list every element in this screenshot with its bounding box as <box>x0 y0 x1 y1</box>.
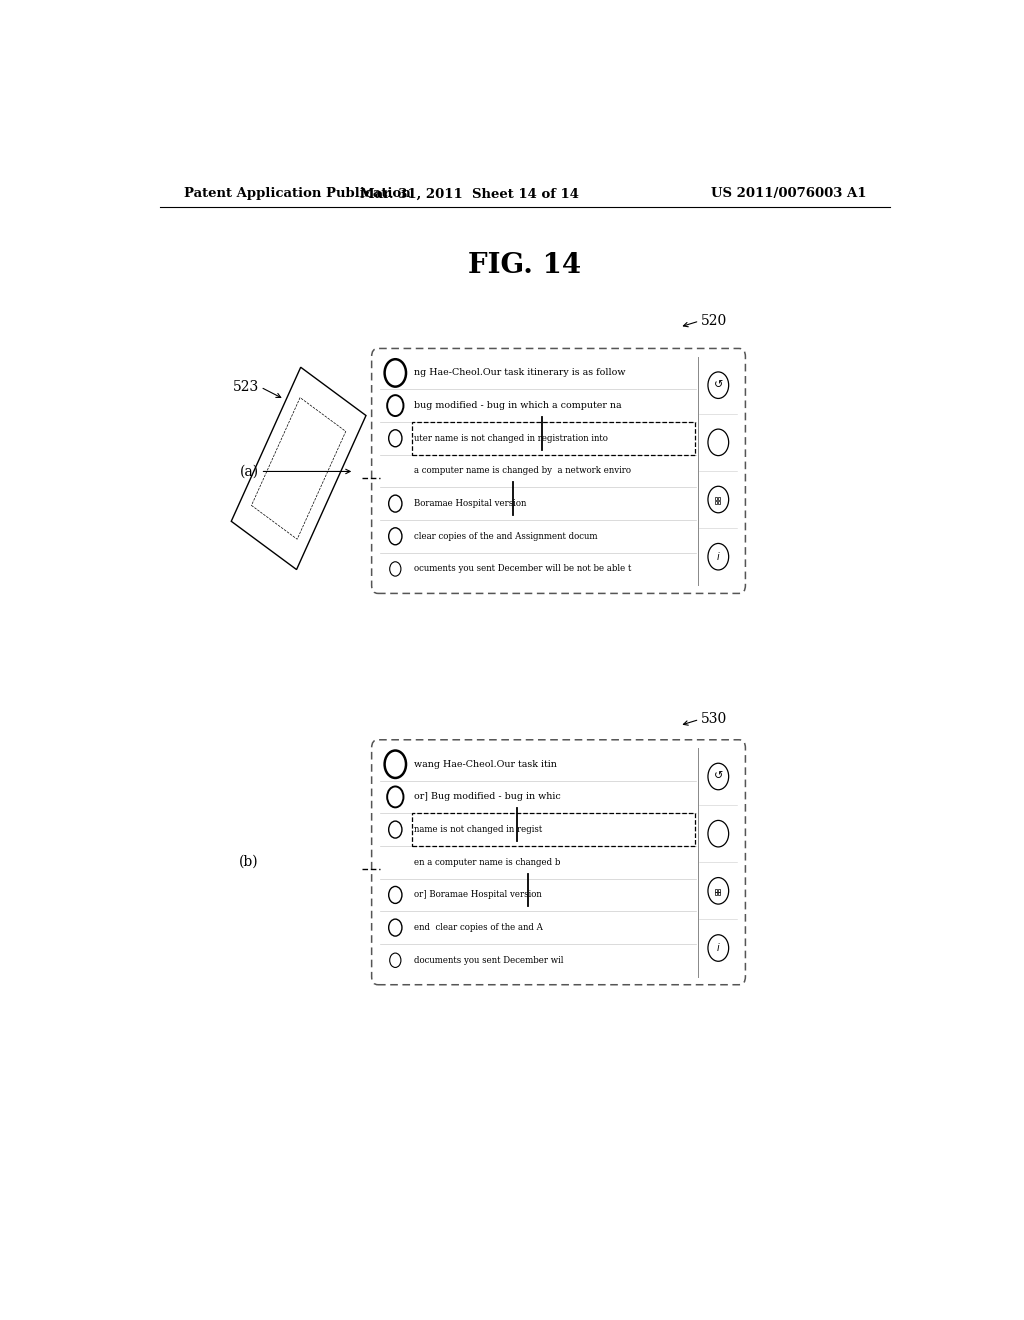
Text: en a computer name is changed b: en a computer name is changed b <box>414 858 560 867</box>
Bar <box>718 498 720 500</box>
Bar <box>715 888 717 892</box>
Bar <box>718 888 720 892</box>
Text: (a): (a) <box>240 465 259 478</box>
Text: i: i <box>717 552 720 562</box>
Text: name is not changed in regist: name is not changed in regist <box>414 825 543 834</box>
Bar <box>718 502 720 504</box>
Text: 530: 530 <box>701 713 727 726</box>
Text: FIG. 14: FIG. 14 <box>468 252 582 279</box>
Bar <box>413 422 695 454</box>
FancyBboxPatch shape <box>372 348 745 594</box>
Text: clear copies of the and Assignment docum: clear copies of the and Assignment docum <box>414 532 598 541</box>
Text: a computer name is changed by  a network enviro: a computer name is changed by a network … <box>414 466 631 475</box>
Bar <box>718 892 720 895</box>
Text: ng Hae-Cheol.Our task itinerary is as follow: ng Hae-Cheol.Our task itinerary is as fo… <box>414 368 626 378</box>
Text: Mar. 31, 2011  Sheet 14 of 14: Mar. 31, 2011 Sheet 14 of 14 <box>359 187 579 201</box>
Text: ocuments you sent December will be not be able t: ocuments you sent December will be not b… <box>414 565 632 573</box>
Bar <box>715 498 717 500</box>
Text: or] Bug modified - bug in whic: or] Bug modified - bug in whic <box>414 792 561 801</box>
Text: Boramae Hospital version: Boramae Hospital version <box>414 499 526 508</box>
Text: i: i <box>717 942 720 953</box>
FancyBboxPatch shape <box>372 739 745 985</box>
Text: 523: 523 <box>232 380 259 395</box>
Text: wang Hae-Cheol.Our task itin: wang Hae-Cheol.Our task itin <box>414 760 557 768</box>
Text: uter name is not changed in registration into: uter name is not changed in registration… <box>414 434 608 442</box>
Bar <box>715 502 717 504</box>
Text: US 2011/0076003 A1: US 2011/0076003 A1 <box>711 187 866 201</box>
Text: (b): (b) <box>240 855 259 869</box>
Bar <box>413 813 695 846</box>
Text: 520: 520 <box>701 314 727 329</box>
Text: bug modified - bug in which a computer na: bug modified - bug in which a computer n… <box>414 401 622 411</box>
Text: ↺: ↺ <box>714 771 723 781</box>
Text: Patent Application Publication: Patent Application Publication <box>183 187 411 201</box>
Bar <box>715 892 717 895</box>
Text: ↺: ↺ <box>714 380 723 391</box>
Text: end  clear copies of the and A: end clear copies of the and A <box>414 923 543 932</box>
Text: documents you sent December wil: documents you sent December wil <box>414 956 563 965</box>
Text: or] Boramae Hospital version: or] Boramae Hospital version <box>414 891 542 899</box>
